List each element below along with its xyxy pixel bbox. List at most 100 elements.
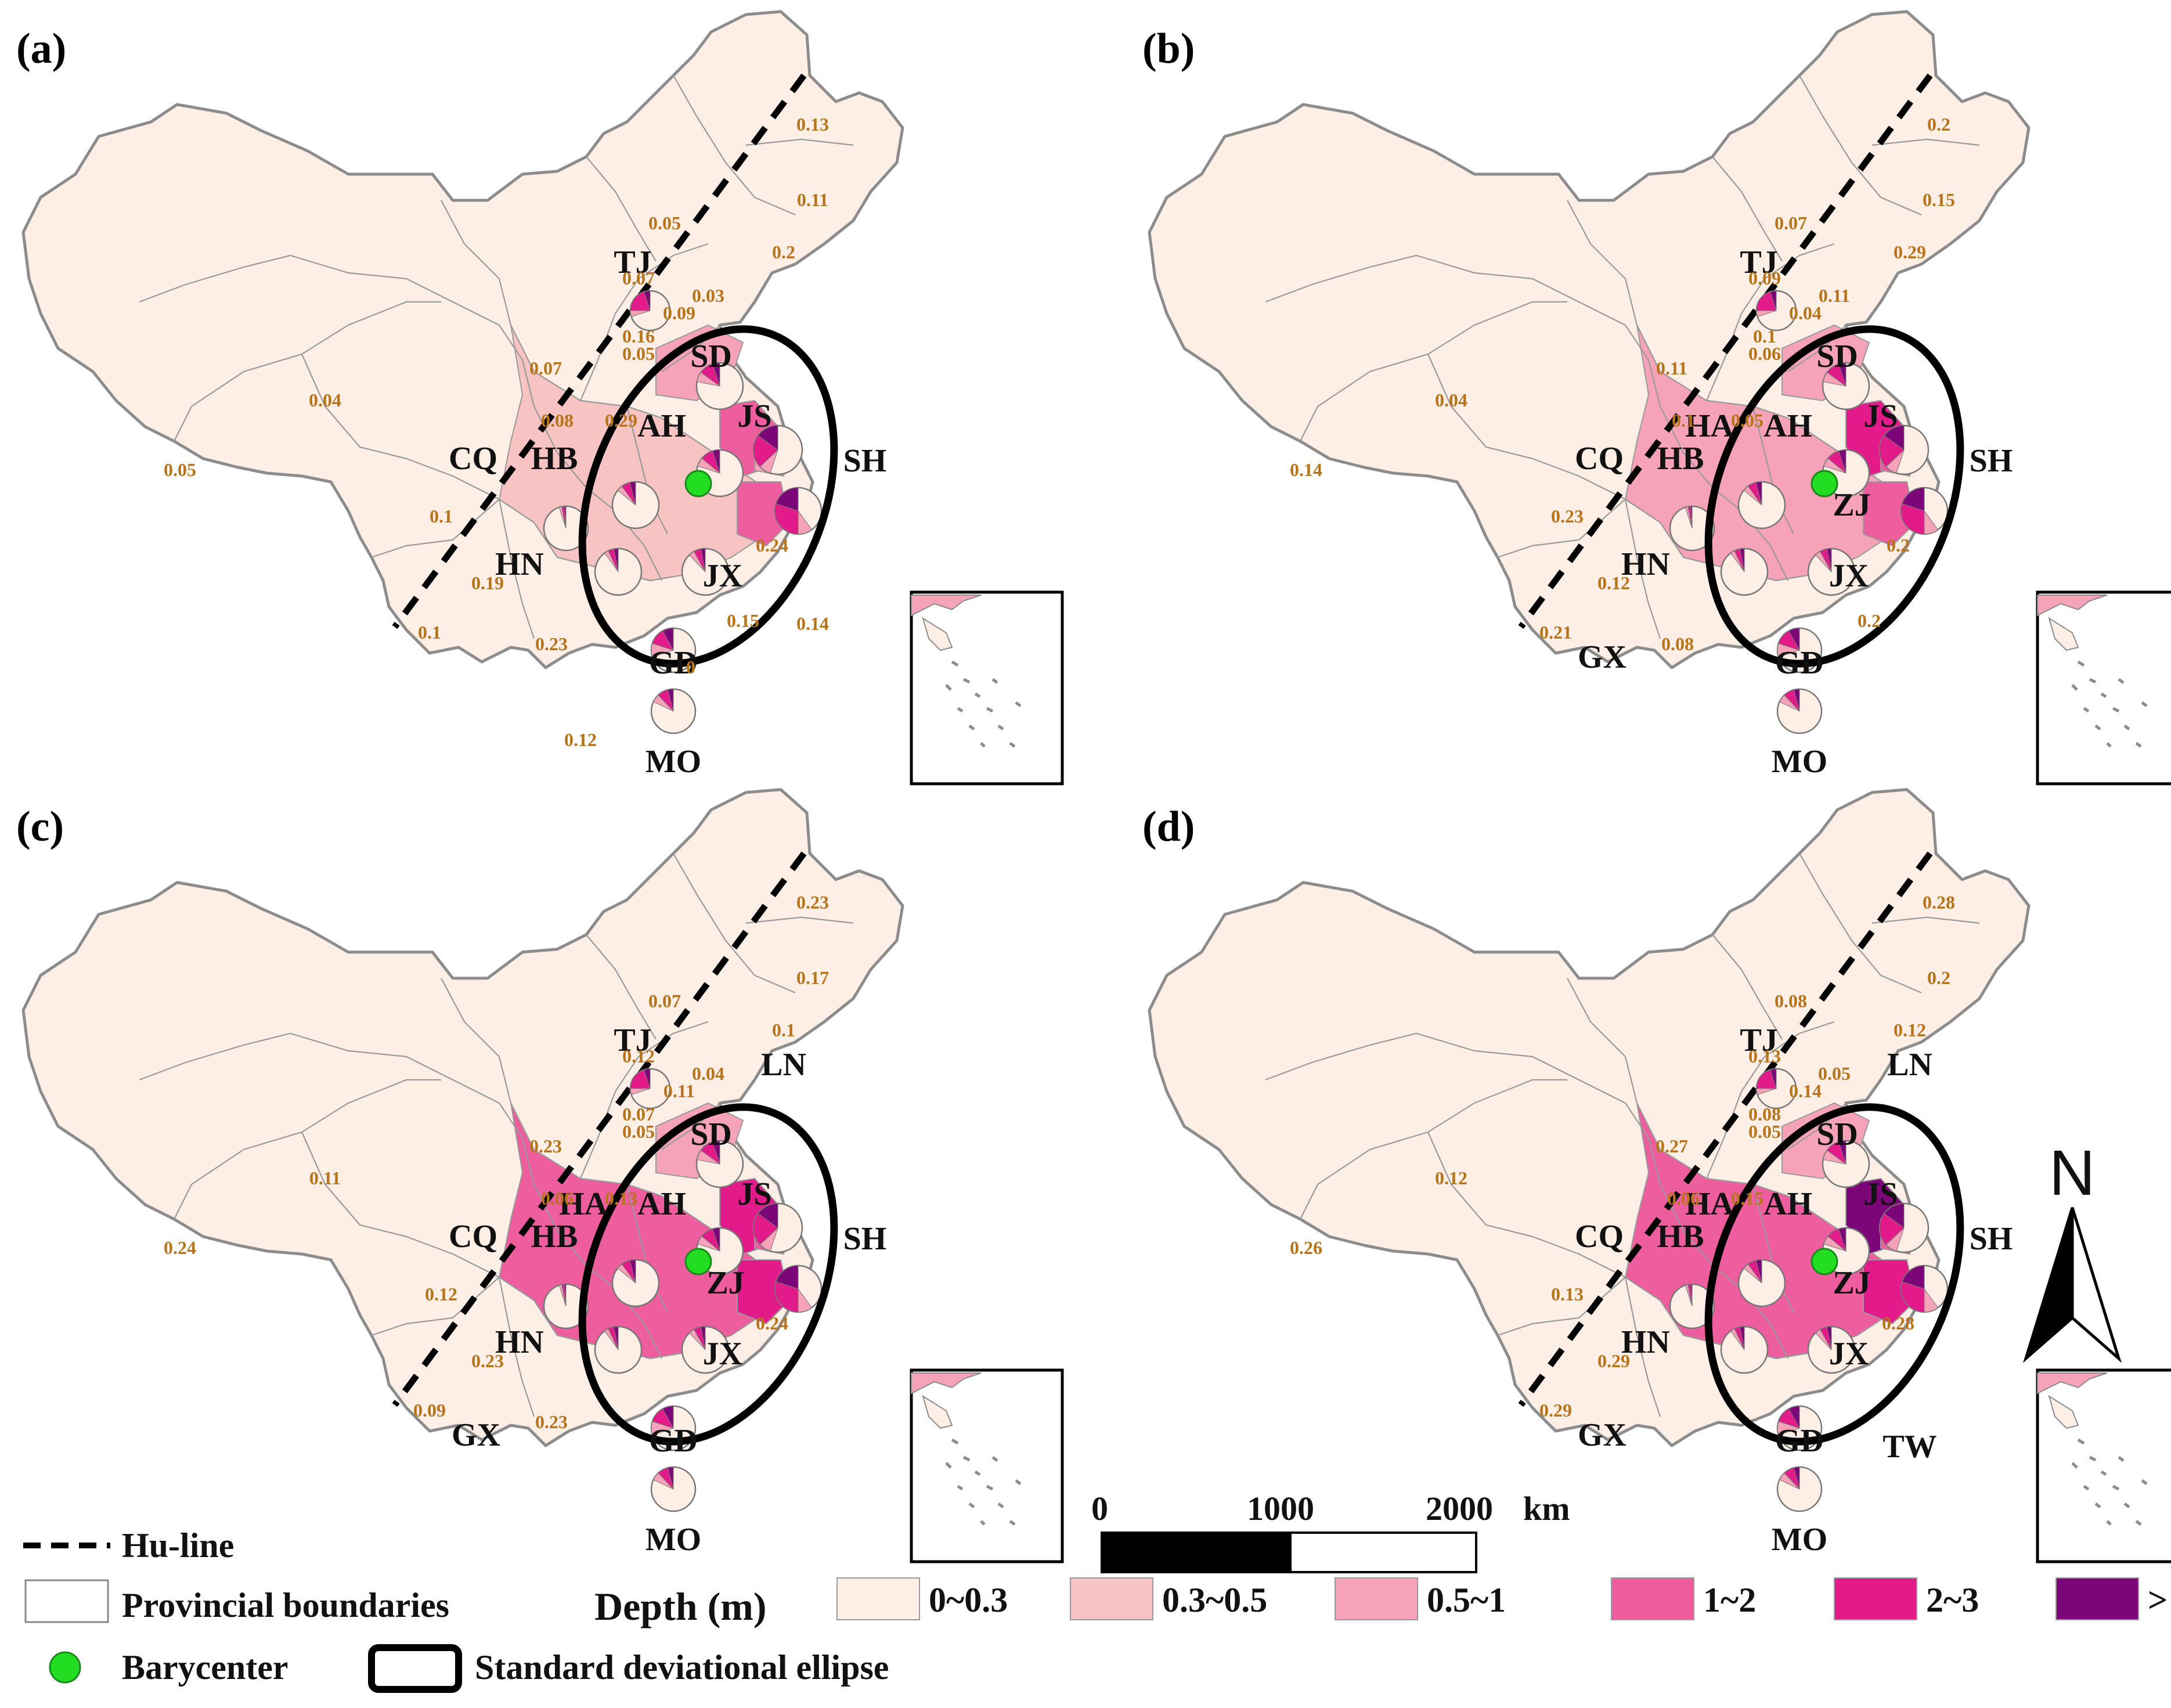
province-code-sh-2: SH (843, 1221, 887, 1257)
boundaries-legend-swatch (24, 1579, 109, 1623)
depth-region-zj-1 (1863, 481, 1917, 547)
value-label-3-11: 0.06 (1667, 1188, 1700, 1209)
value-label-0-16: 0.24 (756, 535, 788, 556)
value-label-0-17: 0.1 (418, 622, 441, 643)
value-label-2-12: 0.13 (605, 1188, 637, 1209)
province-code-zj-3: ZJ (1833, 1265, 1870, 1301)
value-label-1-8: 0.11 (1656, 358, 1687, 379)
depth-region-zj-2 (737, 1259, 791, 1325)
pie-chart-3-0 (1755, 1068, 1797, 1109)
value-label-2-7: 0.07 (622, 1104, 655, 1125)
value-label-0-2: 0.05 (648, 212, 681, 233)
pie-chart-3-8 (1807, 1325, 1856, 1374)
depth-class-swatch-2 (1335, 1577, 1418, 1620)
scale-tick-2000: 2000 (1426, 1490, 1493, 1527)
value-label-1-10: 0.04 (1435, 390, 1467, 410)
pie-chart-2-1 (695, 1140, 744, 1188)
province-code-ah-0: AH (637, 408, 686, 444)
ellipse-legend-label: Standard deviational ellipse (475, 1648, 889, 1687)
value-label-1-9: 0.06 (1748, 343, 1781, 364)
province-code-sd-3: SD (1816, 1116, 1858, 1152)
province-code-gx-1: GX (1578, 639, 1627, 675)
depth-class-4: 2~3 (1834, 1577, 1979, 1620)
value-label-2-18: 0.23 (535, 1411, 568, 1432)
depth-class-label-0: 0~0.3 (929, 1581, 1008, 1619)
pie-chart-2-7 (594, 1325, 643, 1374)
value-label-2-11: 0.06 (541, 1188, 574, 1209)
pie-chart-1-7 (1720, 547, 1769, 596)
province-code-ah-2: AH (637, 1186, 686, 1222)
hu-line-0 (392, 73, 807, 629)
panel-label-0: (a) (16, 25, 66, 73)
value-label-1-19: 0.2 (1858, 610, 1881, 631)
pie-chart-1-6 (1669, 505, 1715, 552)
value-label-1-0: 0.2 (1927, 114, 1950, 135)
value-label-3-6: 0.14 (1789, 1080, 1822, 1101)
panel-label-1: (b) (1142, 25, 1195, 73)
province-code-ha-3: HA (1685, 1186, 1734, 1222)
province-code-jx-2: JX (703, 1336, 742, 1372)
value-label-1-17: 0.21 (1539, 622, 1572, 643)
value-label-3-4: 0.13 (1748, 1046, 1781, 1066)
province-code-hb-2: HB (531, 1219, 578, 1255)
depth-class-swatch-4 (1834, 1577, 1917, 1620)
value-label-3-13: 0.26 (1290, 1237, 1322, 1258)
value-label-0-22: 0.12 (564, 729, 597, 750)
value-label-2-17: 0.09 (413, 1400, 446, 1421)
value-label-2-15: 0.23 (471, 1350, 504, 1371)
province-code-cq-3: CQ (1575, 1219, 1624, 1255)
scale-bar-white-segment (1289, 1532, 1477, 1573)
value-label-1-15: 0.12 (1597, 572, 1630, 593)
depth-class-label-5: > 0.3 (2148, 1581, 2171, 1619)
pie-chart-3-7 (1720, 1325, 1769, 1374)
value-label-1-14: 0.23 (1551, 506, 1584, 527)
depth-region-zj-0 (737, 481, 791, 547)
value-label-3-10: 0.12 (1435, 1168, 1467, 1188)
province-code-ah-1: AH (1764, 408, 1812, 444)
pie-chart-0-6 (543, 505, 589, 552)
pie-chart-0-4 (611, 481, 660, 529)
value-label-2-6: 0.11 (663, 1080, 695, 1101)
depth-class-2: 0.5~1 (1335, 1577, 1506, 1620)
china-base-1 (1149, 12, 2029, 668)
pie-chart-1-5 (1900, 487, 1949, 535)
value-label-0-1: 0.11 (797, 189, 828, 210)
province-code-mo-1: MO (1772, 744, 1827, 780)
hu-line-3 (1518, 851, 1933, 1407)
province-code-cq-2: CQ (449, 1219, 497, 1255)
pie-chart-1-1 (1822, 362, 1870, 410)
pie-chart-0-2 (752, 424, 803, 475)
value-label-3-16: 0.28 (1882, 1313, 1914, 1334)
value-label-1-6: 0.04 (1789, 302, 1822, 323)
north-arrow-right-half (2071, 1207, 2122, 1363)
value-label-2-3: 0.1 (772, 1019, 795, 1040)
pie-chart-2-4 (611, 1259, 660, 1307)
value-label-2-2: 0.07 (648, 990, 681, 1011)
pie-chart-0-5 (774, 487, 823, 535)
province-code-cq-0: CQ (449, 441, 497, 477)
province-code-hn-0: HN (495, 546, 544, 582)
province-code-zj-2: ZJ (706, 1265, 744, 1301)
sd-ellipse-3 (1704, 1103, 1964, 1446)
pie-chart-2-8 (681, 1325, 730, 1374)
province-code-ln-3: LN (1887, 1047, 1932, 1083)
value-label-1-7: 0.1 (1753, 326, 1776, 347)
sd-ellipse-0 (578, 325, 838, 668)
hu-line-1 (1518, 73, 1933, 629)
barycenter-3 (1811, 1248, 1838, 1275)
depth-class-0: 0~0.3 (836, 1577, 1008, 1620)
pie-chart-1-8 (1807, 547, 1856, 596)
panel-label-3: (d) (1142, 803, 1195, 851)
province-code-hn-2: HN (495, 1324, 544, 1360)
boundaries-legend-label: Provincial boundaries (122, 1586, 449, 1624)
province-code-tj-1: TJ (1740, 244, 1777, 280)
province-code-jx-3: JX (1829, 1336, 1869, 1372)
ellipse-legend-swatch (368, 1644, 462, 1693)
pie-chart-1-0 (1755, 290, 1797, 331)
pie-chart-3-5 (1900, 1264, 1949, 1313)
pie-chart-0-1 (695, 362, 744, 410)
pie-chart-1-4 (1737, 481, 1786, 529)
value-label-0-19: 0.15 (727, 610, 759, 631)
value-label-0-0: 0.13 (796, 114, 829, 135)
